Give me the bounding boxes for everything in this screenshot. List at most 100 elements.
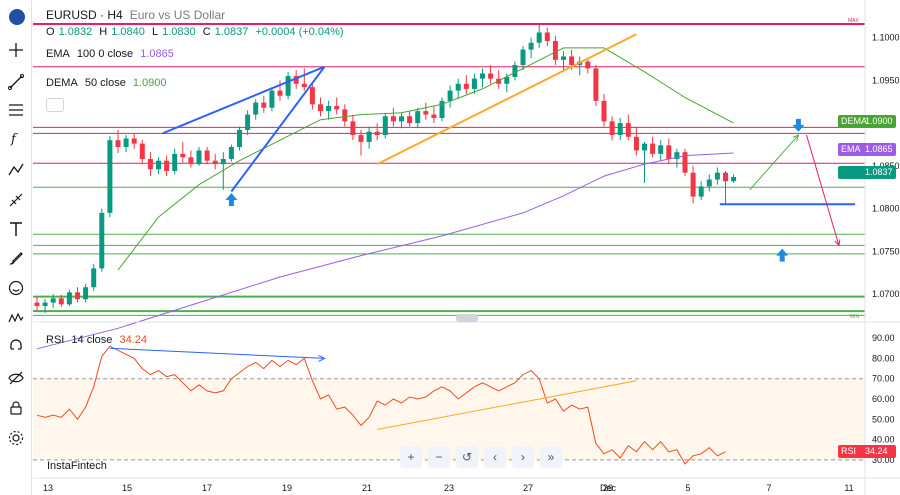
candle-body — [407, 116, 413, 124]
candle-body — [180, 153, 186, 158]
time-tick-label: 23 — [444, 483, 454, 493]
price-tick-label: 1.0800 — [872, 204, 900, 214]
candle-body — [326, 106, 332, 112]
candle-body — [83, 287, 89, 300]
candle-body — [342, 109, 348, 122]
measure-icon[interactable] — [4, 188, 28, 212]
rsi-tag-value: 34.24 — [865, 446, 888, 457]
pane-separator-handle[interactable] — [456, 314, 478, 322]
left-toolbar: f — [0, 0, 32, 495]
dema-line — [117, 47, 734, 271]
candle-body — [131, 138, 137, 144]
high-value: 1.0840 — [111, 26, 145, 38]
rsi-name: RSI — [46, 334, 65, 346]
candle-body — [480, 73, 485, 79]
candle-body — [650, 143, 656, 154]
ema-params: 100 0 close — [76, 48, 134, 60]
trend-line-icon[interactable] — [4, 70, 28, 94]
candle-body — [471, 78, 477, 89]
ema-legend[interactable]: EMA 100 0 close 1.0865 — [46, 48, 178, 60]
ema-line — [36, 152, 734, 350]
candle-body — [698, 186, 704, 197]
eye-off-icon[interactable] — [4, 366, 28, 390]
candle-body — [690, 172, 696, 197]
close-value: 1.0837 — [214, 26, 249, 38]
price-tag-name: EMA — [841, 144, 861, 154]
max-marker: MAX — [848, 18, 860, 24]
candle-body — [42, 302, 48, 307]
ohlc-legend: O 1.0832 H 1.0840 L 1.0830 C 1.0837 +0.0004 … — [46, 26, 348, 38]
pattern-icon[interactable] — [4, 158, 28, 182]
high-label: H — [99, 26, 108, 38]
candle-body — [293, 76, 299, 84]
candle-body — [228, 147, 234, 160]
watermark-logo: InstaFintech — [47, 460, 107, 472]
candle-body — [115, 140, 121, 148]
rsi-tick-label: 70.00 — [872, 374, 895, 384]
candle-body — [512, 64, 518, 77]
candle-body — [34, 302, 40, 307]
waves-icon[interactable] — [4, 306, 28, 330]
signal-arrow-icon — [792, 118, 805, 132]
ema-value: 1.0865 — [140, 48, 174, 60]
candle-body — [658, 145, 664, 154]
open-value: 1.0832 — [58, 26, 93, 38]
scroll-right-button[interactable]: › — [512, 446, 534, 468]
candle-body — [301, 83, 307, 88]
scroll-left-button[interactable]: ‹ — [484, 446, 506, 468]
price-tag: EMA 1.0865 — [838, 143, 896, 156]
candle-body — [212, 160, 218, 165]
rsi-tag: RSI 34.24 — [838, 445, 896, 459]
candle-body — [318, 104, 323, 112]
candle-body — [714, 172, 720, 180]
rsi-legend[interactable]: RSI 14 close 34.24 — [46, 334, 151, 346]
candle-body — [91, 268, 97, 288]
rsi-tick-label: 90.00 — [872, 333, 895, 343]
lock-icon[interactable] — [4, 396, 28, 420]
jump-to-end-button[interactable]: » — [540, 446, 562, 468]
time-tick-label: 7 — [766, 483, 771, 493]
rsi-divergence-line — [377, 380, 637, 430]
signal-arrow-icon — [225, 193, 238, 207]
time-tick-label: Dec — [600, 483, 617, 493]
candle-body — [172, 153, 178, 171]
settings-icon[interactable] — [4, 426, 28, 450]
dema-legend[interactable]: DEMA 50 close 1.0900 — [46, 77, 171, 89]
price-tag: 1.0837 — [838, 166, 896, 179]
candle-body — [123, 138, 129, 148]
crosshair-icon[interactable] — [4, 38, 28, 62]
price-tag-value: 1.0900 — [865, 116, 893, 126]
zoom-out-button[interactable]: − — [428, 446, 450, 468]
fib-icon[interactable] — [4, 98, 28, 122]
candle-body — [561, 56, 566, 60]
indicator-lines — [36, 47, 734, 350]
dema-value: 1.0900 — [132, 77, 167, 89]
text-icon[interactable] — [4, 217, 28, 241]
candle-body — [334, 106, 340, 110]
low-label: L — [151, 26, 159, 38]
collapse-legend-button[interactable] — [46, 98, 64, 112]
emoji-icon[interactable] — [4, 276, 28, 300]
price-tag-value: 1.0865 — [865, 144, 893, 154]
function-icon[interactable]: f — [4, 126, 28, 150]
candle-body — [674, 152, 680, 160]
brush-icon[interactable] — [4, 246, 28, 270]
magnet-icon[interactable] — [4, 336, 28, 360]
candle-body — [601, 100, 607, 122]
open-label: O — [46, 26, 55, 38]
price-tag-name: DEMA — [841, 116, 868, 126]
candle-body — [569, 56, 575, 65]
candle-body — [585, 61, 591, 69]
axes-layer: 1.1000 1.0950 1.0850 1.0800 1.0750 1.0700 MAX M… — [33, 0, 900, 495]
svg-text:f: f — [10, 132, 18, 147]
candle-body — [520, 49, 526, 65]
time-tick-label: 13 — [43, 483, 53, 493]
symbol-name[interactable]: EURUSD · H4 — [46, 8, 123, 22]
candle-body — [536, 32, 542, 43]
candle-body — [731, 176, 737, 182]
zoom-in-button[interactable]: + — [400, 446, 422, 468]
reset-icon[interactable]: ↺ — [456, 446, 478, 468]
candle-body — [439, 100, 445, 118]
candle-body — [504, 76, 510, 84]
min-marker: MIN — [850, 314, 860, 320]
